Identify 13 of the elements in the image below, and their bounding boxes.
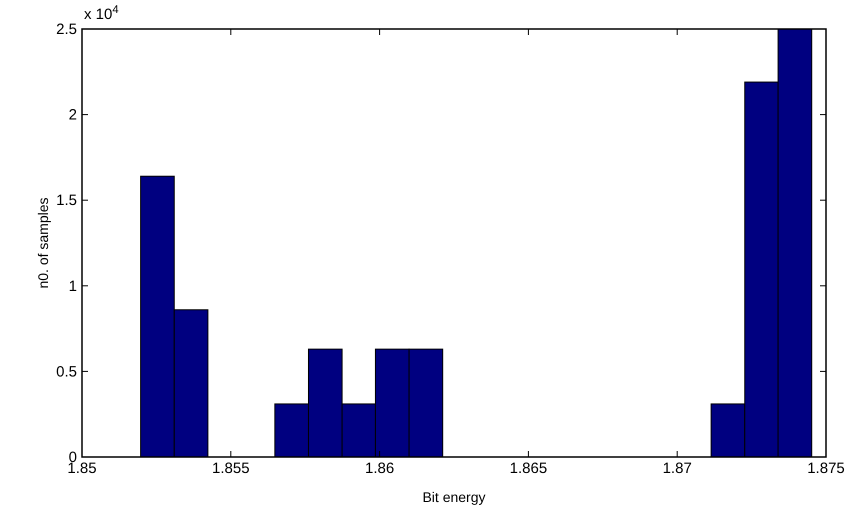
- y-tick-label: 1.5: [56, 192, 77, 210]
- y-tick-label: 0.5: [56, 363, 77, 380]
- x-tick-label: 1.865: [510, 460, 548, 477]
- x-tick-label: 1.87: [662, 460, 692, 477]
- x-tick-label: 1.875: [807, 460, 845, 477]
- x-tick-label: 1.855: [212, 460, 250, 477]
- y-tick-label: 2: [68, 106, 77, 124]
- y-tick-label: 2.5: [56, 21, 77, 38]
- y-axis-title: n0. of samples: [35, 197, 51, 289]
- x-tick-label: 1.86: [365, 460, 394, 477]
- y-tick-label: 1: [68, 278, 77, 295]
- text: x 10$^{4}$: [84, 4, 119, 23]
- x-axis-title: Bit energy: [422, 489, 486, 505]
